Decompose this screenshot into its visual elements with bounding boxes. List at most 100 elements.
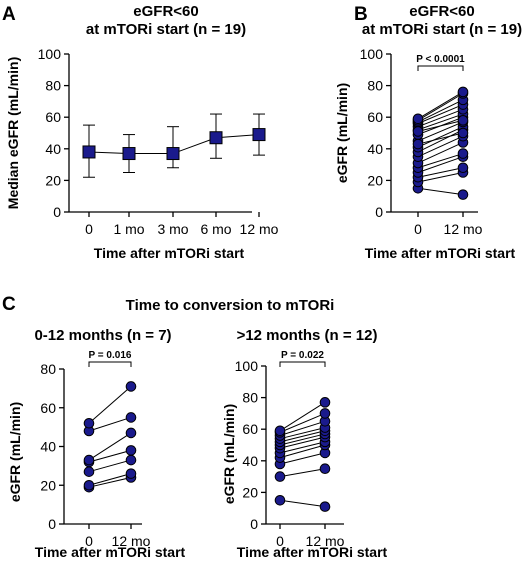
panel-c: C Time to conversion to mTORi 0-12 month…	[2, 294, 388, 560]
paired-line	[279, 412, 326, 433]
point-12mo	[125, 427, 137, 439]
paired-line	[417, 167, 464, 178]
median-marker	[209, 131, 223, 145]
paired-line	[279, 441, 326, 454]
point-baseline	[83, 466, 95, 477]
point-baseline	[83, 479, 95, 491]
point-baseline	[274, 425, 286, 437]
y-tick-label: 0	[375, 204, 383, 220]
section-title: Time to conversion to mTORi	[126, 297, 335, 314]
x-tick-label: 0	[276, 533, 284, 549]
paired-line	[279, 430, 326, 443]
median-marker	[252, 128, 266, 142]
paired-line	[417, 153, 464, 169]
panel-a-xlabel: Time after mTORi start	[94, 245, 245, 261]
y-tick-label: 60	[45, 109, 61, 125]
paired-line	[88, 459, 132, 473]
point-12mo	[457, 148, 469, 159]
y-tick-label: 100	[360, 46, 384, 62]
point-baseline	[412, 138, 424, 150]
x-tick-label: 0	[414, 221, 422, 237]
panel-letter-b: B	[354, 4, 368, 25]
panel-b: B eGFR<60 at mTORi start (n = 19) eGFR (…	[334, 3, 522, 261]
x-tick-label: 1 mo	[113, 221, 144, 237]
panel-c2-ylabel: eGFR (mL/min)	[221, 404, 237, 504]
y-tick-label: 100	[38, 46, 62, 62]
p-value-label: P = 0.016	[89, 350, 132, 361]
paired-line	[417, 91, 464, 120]
x-tick-label: 6 mo	[200, 221, 231, 237]
paired-line	[88, 473, 132, 486]
paired-line	[279, 427, 326, 440]
y-tick-label: 60	[40, 400, 56, 416]
y-tick-label: 80	[367, 78, 383, 94]
y-tick-label: 20	[45, 172, 61, 188]
y-tick-label: 0	[250, 516, 258, 532]
panel-a-title-line1: eGFR<60	[133, 3, 198, 20]
significance-bracket	[417, 65, 464, 71]
point-12mo	[319, 408, 331, 419]
p-value-label: P = 0.022	[281, 350, 324, 361]
y-tick-label: 0	[53, 204, 61, 220]
paired-line	[279, 452, 326, 465]
paired-line	[417, 121, 464, 142]
y-tick-label: 20	[367, 172, 383, 188]
point-12mo	[319, 501, 331, 512]
panel-a: A eGFR<60 at mTORi start (n = 19) Median…	[2, 3, 279, 261]
y-tick-label: 60	[242, 421, 258, 437]
paired-line	[417, 135, 464, 158]
paired-line	[88, 477, 132, 488]
paired-line	[88, 416, 132, 432]
paired-line	[417, 93, 464, 121]
paired-line	[279, 468, 326, 478]
x-tick-label: 0	[85, 221, 93, 237]
paired-line	[279, 433, 326, 446]
point-12mo	[457, 127, 469, 139]
panel-c1-ylabel: eGFR (mL/min)	[7, 402, 23, 502]
y-tick-label: 20	[242, 484, 258, 500]
paired-line	[417, 119, 464, 132]
paired-line	[417, 172, 464, 183]
paired-line	[279, 420, 326, 436]
paired-line	[417, 113, 464, 131]
point-baseline	[274, 471, 286, 482]
point-12mo	[125, 468, 137, 479]
panel-a-ylabel: Median eGFR (mL/min)	[5, 57, 21, 209]
y-tick-label: 40	[367, 141, 383, 157]
median-marker	[82, 145, 96, 159]
y-tick-label: 80	[242, 390, 258, 406]
p-value-label: P < 0.0001	[416, 54, 465, 65]
paired-line	[88, 386, 132, 424]
paired-line	[417, 126, 464, 148]
panel-b-xlabel: Time after mTORi start	[365, 245, 516, 261]
paired-line	[279, 401, 326, 432]
paired-line	[417, 187, 464, 196]
paired-line	[88, 449, 132, 463]
panel-letter-a: A	[2, 4, 16, 25]
point-baseline	[83, 454, 95, 466]
panel-c1-xlabel: Time after mTORi start	[35, 544, 186, 560]
paired-line	[88, 432, 132, 461]
panel-c1-title: 0-12 months (n = 7)	[34, 327, 171, 344]
y-tick-label: 20	[40, 477, 56, 493]
paired-line	[417, 156, 464, 173]
panel-a-plot: 0 20 40 60 80 100 0 1 mo 3 mo 6 mo 12 mo	[38, 46, 279, 237]
y-tick-label: 80	[40, 361, 56, 377]
median-marker	[166, 147, 180, 161]
panel-c1-plot: 0 20 40 60 80 0 12 mo P = 0.016	[40, 350, 150, 549]
paired-line	[417, 142, 464, 164]
x-tick-label: 0	[85, 533, 93, 549]
y-tick-label: 40	[40, 439, 56, 455]
paired-line	[417, 104, 464, 124]
y-tick-label: 60	[367, 109, 383, 125]
point-12mo	[457, 189, 469, 200]
paired-line	[279, 499, 326, 508]
point-12mo	[125, 454, 137, 466]
panel-c2-xlabel: Time after mTORi start	[237, 544, 388, 560]
point-12mo	[125, 412, 137, 423]
paired-line	[279, 444, 326, 459]
point-baseline	[412, 126, 424, 137]
point-baseline	[412, 113, 424, 125]
panel-c2-plot: 0 20 40 60 80 100 0 12 mo P = 0.022	[235, 350, 345, 549]
